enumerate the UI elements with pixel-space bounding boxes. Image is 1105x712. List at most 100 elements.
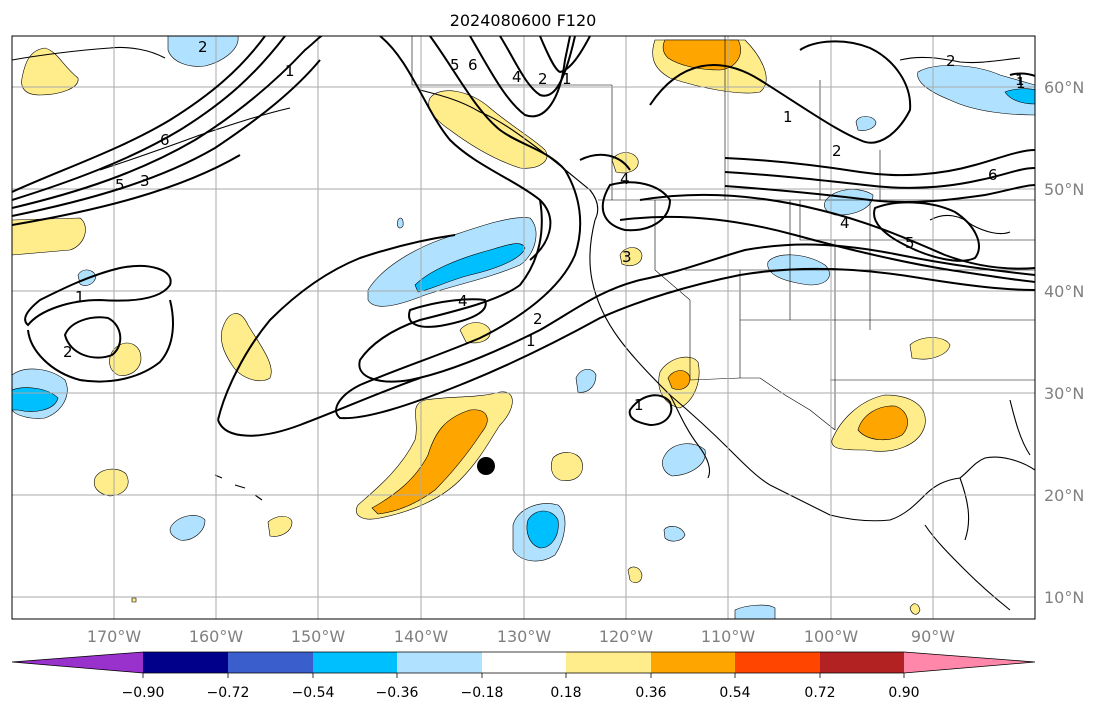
- colorbar: −0.90 −0.72 −0.54 −0.36 −0.18 0.18 0.36 …: [11, 651, 1036, 701]
- contour-label: 1: [526, 332, 536, 350]
- siberia-coast: [12, 46, 166, 61]
- colorbar-segment: [566, 652, 651, 673]
- strong-negative-anomaly-region: [1004, 88, 1035, 105]
- colorbar-tick-label: −0.72: [207, 685, 250, 701]
- positive-anomaly-region: [12, 217, 86, 256]
- contour-line: [724, 167, 1035, 189]
- contour-label: 6: [988, 166, 998, 184]
- contour-line: [873, 201, 980, 262]
- colorbar-segment: [313, 652, 397, 673]
- contour-line: [24, 264, 172, 327]
- contour-line: [429, 36, 566, 171]
- border-canada-provinces: [611, 36, 881, 200]
- contour-label: 1: [783, 108, 793, 126]
- contour-line: [12, 154, 241, 226]
- negative-anomaly-region: [663, 526, 686, 542]
- contour-line: [601, 181, 672, 232]
- map-area: 1 3 5 6 2 6 5 4 2 1 1 2 4 6 2 1 4 5 3 4 …: [12, 36, 1035, 619]
- lon-label: 100°W: [804, 627, 859, 646]
- strong-positive-anomaly-region: [857, 405, 908, 440]
- lat-label: 60°N: [1044, 78, 1084, 97]
- negative-anomaly-region: [167, 36, 239, 67]
- negative-anomaly-region: [734, 604, 776, 619]
- contour-label: 3: [140, 172, 150, 190]
- contour-line: [217, 377, 421, 437]
- contour-label: 1: [75, 288, 85, 306]
- coastline-central-america: [924, 524, 1011, 611]
- positive-anomaly-region: [909, 337, 951, 360]
- contour-label: 3: [622, 248, 632, 266]
- colorbar-segment: [904, 652, 1035, 673]
- colorbar-ticks: [142, 673, 905, 678]
- contour-line: [27, 299, 174, 383]
- positive-anomaly-region: [428, 90, 548, 169]
- contour-line: [1009, 72, 1035, 77]
- contour-label: 5: [905, 234, 915, 252]
- coastline-west-north-america: [589, 219, 771, 486]
- positive-anomaly-region: [93, 468, 129, 497]
- storm-position-marker: [477, 457, 495, 475]
- contour-label: 1: [562, 70, 572, 88]
- colorbar-tick-label: −0.36: [376, 685, 419, 701]
- colorbar-segment: [482, 652, 566, 673]
- contour-labels: 1 3 5 6 2 6 5 4 2 1 1 2 4 6 2 1 4 5 3 4 …: [63, 38, 1026, 414]
- contour-label: 2: [198, 38, 208, 56]
- contour-label: 1: [634, 396, 644, 414]
- longitude-labels: 170°W 160°W 150°W 140°W 130°W 120°W 110°…: [87, 627, 955, 646]
- contour-line: [217, 234, 456, 421]
- negative-anomaly-region: [367, 217, 537, 307]
- colorbar-segment: [397, 652, 482, 673]
- lon-label: 130°W: [497, 627, 552, 646]
- positive-anomaly-region: [131, 597, 137, 603]
- negative-anomaly-region: [397, 217, 404, 229]
- anomaly-shading: [12, 36, 1035, 619]
- contour-label: 1: [1015, 71, 1025, 89]
- contour-label: 4: [840, 214, 850, 232]
- lat-label: 10°N: [1044, 588, 1084, 607]
- contour-line: [12, 36, 286, 201]
- lon-label: 160°W: [189, 627, 244, 646]
- lat-label: 40°N: [1044, 282, 1084, 301]
- positive-anomaly-region: [221, 313, 272, 382]
- negative-anomaly-region: [855, 116, 877, 131]
- contour-label: 2: [538, 70, 548, 88]
- contour-label: 4: [458, 292, 468, 310]
- colorbar-tick-label: −0.18: [461, 685, 504, 701]
- strong-negative-anomaly-region: [526, 510, 559, 549]
- colorbar-tick-label: 0.90: [888, 685, 919, 701]
- contour-line: [12, 59, 321, 217]
- contour-label: 2: [946, 52, 956, 70]
- lon-label: 170°W: [87, 627, 142, 646]
- positive-anomaly-region: [627, 566, 643, 584]
- contour-label: 4: [512, 68, 522, 86]
- contour-line: [12, 36, 323, 209]
- lat-label: 30°N: [1044, 384, 1084, 403]
- positive-anomaly-region: [550, 452, 583, 481]
- colorbar-tick-label: 0.18: [550, 685, 581, 701]
- contour-line: [579, 40, 912, 171]
- colorbar-tick-label: −0.90: [122, 685, 165, 701]
- contour-label: 4: [620, 170, 630, 188]
- contour-line: [619, 215, 1035, 283]
- lon-label: 150°W: [291, 627, 346, 646]
- positive-anomaly-region: [267, 516, 293, 537]
- lat-label: 20°N: [1044, 486, 1084, 505]
- map-frame: [11, 35, 1036, 620]
- lon-label: 120°W: [599, 627, 654, 646]
- contour-line: [539, 36, 591, 74]
- contours: [12, 36, 1035, 437]
- negative-anomaly-region: [575, 369, 597, 393]
- colorbar-tick-label: −0.54: [292, 685, 335, 701]
- negative-anomaly-region: [169, 515, 206, 541]
- positive-anomaly-region: [611, 152, 639, 174]
- coastline-florida: [1009, 399, 1031, 456]
- contour-label: 6: [468, 56, 478, 74]
- contour-line: [12, 36, 266, 193]
- contour-label: 5: [115, 176, 125, 194]
- colorbar-tick-label: 0.72: [804, 685, 835, 701]
- latitude-labels: 60°N 50°N 40°N 30°N 20°N 10°N: [1044, 78, 1084, 607]
- border-alaska-canada: [411, 36, 612, 86]
- contour-line: [639, 193, 1035, 270]
- coastline-hudson: [899, 56, 1021, 64]
